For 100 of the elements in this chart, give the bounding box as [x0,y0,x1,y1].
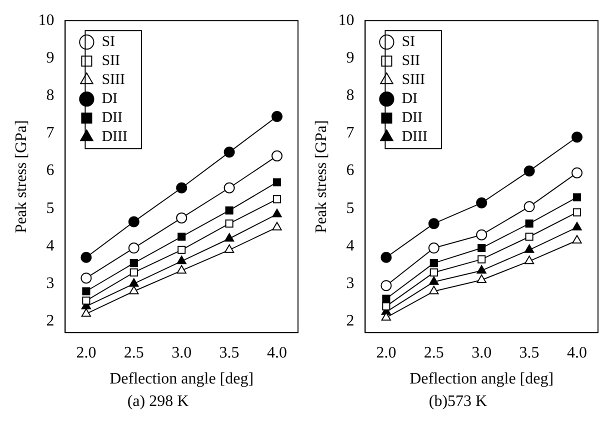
point [224,146,235,158]
point [129,278,139,287]
point [478,255,486,264]
y-tick-label: 7 [46,124,54,142]
point [224,233,234,242]
y-tick-label: 2 [346,312,354,330]
point [429,286,439,294]
point [224,244,234,253]
y-tick-label: 6 [46,162,54,180]
point [478,244,486,252]
point [381,312,392,321]
x-tick-label: 3.0 [172,344,192,362]
y-tick-label: 2 [46,312,54,330]
x-axis-title: Deflection angle [deg] [410,370,554,388]
x-tick-label: 3.0 [472,344,492,362]
legend-label: SI [402,34,416,50]
point [476,265,486,274]
point [272,208,282,218]
point [272,150,283,162]
point [476,197,488,208]
point [81,308,92,317]
point [128,242,140,254]
point [525,232,534,241]
y-tick-label: 6 [346,162,354,180]
point [272,110,283,122]
point [80,272,92,284]
text: (b)573 K [428,393,488,411]
point [382,302,390,310]
legend-label: DII [402,110,423,126]
y-tick-label: 9 [46,49,54,66]
y-tick-label: 9 [346,49,354,66]
point [130,259,138,268]
x-tick-label: 4.0 [267,344,288,362]
point [524,201,535,212]
point [382,294,390,303]
point [128,216,140,228]
y-tick-label: 10 [338,12,354,29]
point [572,167,583,178]
point [82,296,90,305]
point [476,229,488,240]
point [272,178,282,186]
y-tick-label: 4 [346,237,354,254]
point [224,182,235,194]
x-tick-label: 2.5 [124,344,144,362]
legend-label: DI [102,91,118,108]
legend-label: DIII [102,129,128,146]
legend-label: DIII [402,129,428,146]
point [572,132,583,143]
point [176,265,186,274]
point [80,252,92,263]
legend-label: DII [102,110,123,126]
point [176,182,188,194]
point [380,252,392,263]
point [572,208,582,216]
y-axis-title: Peak stress [GPa] [12,120,30,234]
point [130,268,138,276]
legend-label: SI [102,34,116,50]
point [525,220,534,228]
point [572,235,582,244]
point [430,268,438,276]
point [428,218,440,230]
point [82,287,90,296]
y-tick-label: 8 [346,86,354,104]
x-tick-label: 3.5 [219,344,240,362]
point [476,274,486,283]
text: (a) 298 K [126,393,190,411]
point [524,244,534,253]
legend-label: SII [102,53,120,70]
legend-label: SIII [102,72,126,88]
x-tick-label: 2.0 [76,344,96,362]
point [524,256,534,264]
point [178,232,186,241]
point [176,212,188,224]
legend-label: SIII [402,72,426,88]
point [176,256,186,264]
point [225,220,234,228]
y-axis-title: Peak stress [GPa] [312,120,330,234]
y-tick-label: 8 [46,86,54,104]
point [272,195,282,204]
point [178,246,186,254]
x-tick-label: 2.5 [424,344,444,362]
point [272,222,282,230]
point [572,222,582,230]
legend-label: DI [402,91,418,108]
x-tick-label: 4.0 [567,344,588,362]
legend-label: SII [402,53,420,70]
x-tick-label: 3.5 [519,344,540,362]
x-tick-label: 2.0 [376,344,396,362]
y-tick-label: 3 [46,274,54,292]
y-tick-label: 5 [46,200,54,217]
point [225,206,234,214]
point [129,286,139,294]
point [572,193,582,202]
y-tick-label: 10 [38,12,54,29]
point [429,276,439,285]
point [524,165,535,176]
x-axis-title: Deflection angle [deg] [110,370,254,388]
y-tick-label: 3 [346,274,354,292]
y-tick-label: 4 [46,237,54,254]
y-tick-label: 5 [346,200,354,217]
